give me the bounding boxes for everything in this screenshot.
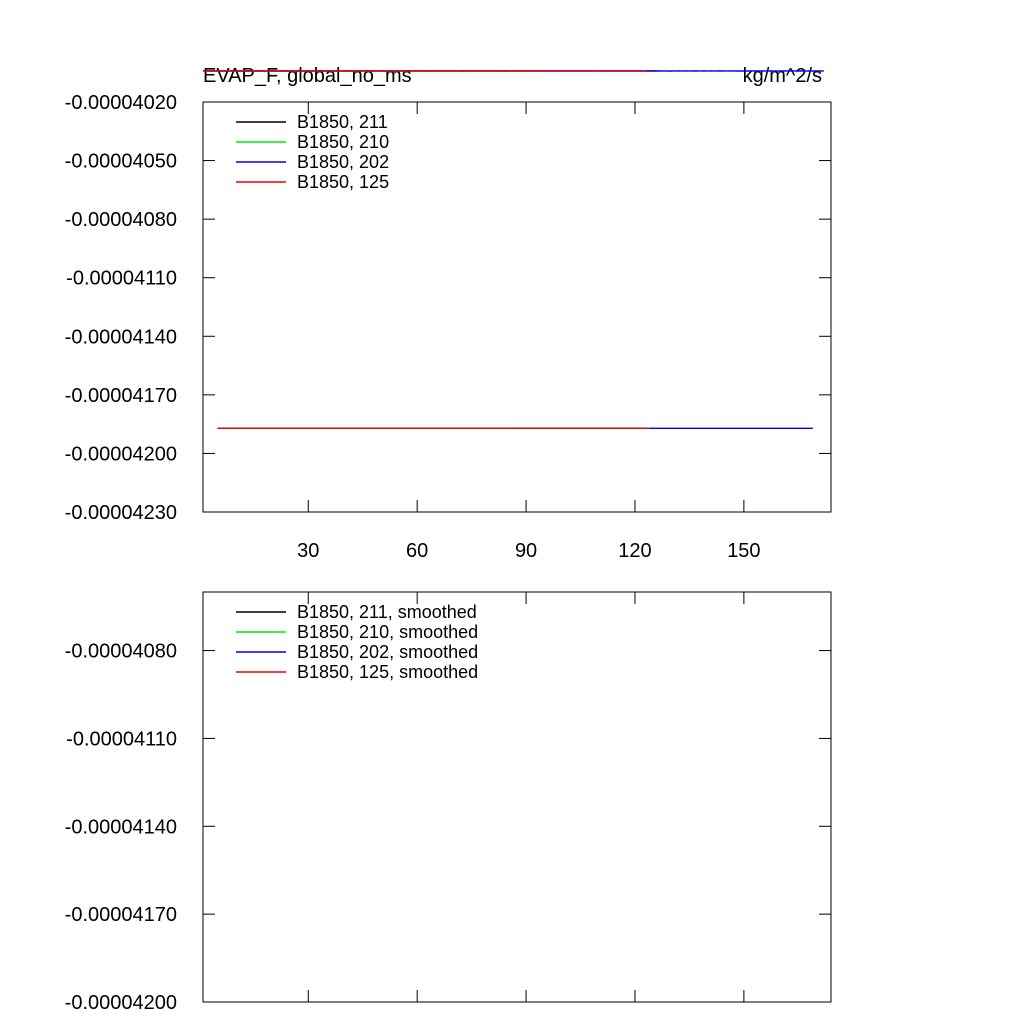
legend-label: B1850, 125 bbox=[297, 172, 389, 192]
y-tick-label: -0.00004140 bbox=[65, 816, 177, 838]
legend-label: B1850, 211, smoothed bbox=[297, 602, 477, 622]
top-chart-units: kg/m^2/s bbox=[743, 65, 822, 87]
legend-label: B1850, 202 bbox=[297, 152, 389, 172]
y-tick-label: -0.00004080 bbox=[65, 209, 177, 231]
x-tick-label: 30 bbox=[297, 540, 319, 562]
y-tick-label: -0.00004110 bbox=[66, 728, 177, 750]
x-tick-label: 60 bbox=[406, 540, 428, 562]
x-tick-label: 150 bbox=[727, 540, 760, 562]
y-tick-label: -0.00004200 bbox=[65, 992, 177, 1014]
bottom-chart-panel: -0.00004080 -0.00004110 -0.00004140 -0.0000… bbox=[65, 427, 832, 1014]
x-tick-label: 90 bbox=[515, 540, 537, 562]
y-tick-label: -0.00004050 bbox=[65, 151, 177, 173]
legend-label: B1850, 211 bbox=[297, 112, 388, 132]
top-chart-title: EVAP_F, global_no_ms bbox=[203, 65, 412, 87]
bottom-plot-frame bbox=[202, 591, 832, 1003]
y-tick-label: -0.00004170 bbox=[65, 904, 177, 926]
legend-label: B1850, 210, smoothed bbox=[297, 622, 478, 642]
bottom-chart-ticks: -0.00004080 -0.00004110 -0.00004140 -0.0000… bbox=[65, 592, 831, 1014]
x-tick-label: 120 bbox=[618, 540, 651, 562]
y-tick-label: -0.00004020 bbox=[65, 92, 177, 114]
top-chart-panel: EVAP_F, global_no_ms kg/m^2/s 30 60 90 120 1… bbox=[65, 65, 832, 562]
y-tick-label: -0.00004110 bbox=[66, 268, 177, 290]
top-chart-ticks: 30 60 90 120 150 -0.00004020 -0.00004050 -0.000… bbox=[65, 92, 831, 562]
legend-label: B1850, 125, smoothed bbox=[297, 662, 478, 682]
legend-label: B1850, 210 bbox=[297, 132, 389, 152]
y-tick-label: -0.00004080 bbox=[65, 641, 177, 663]
y-tick-label: -0.00004170 bbox=[65, 385, 177, 407]
y-tick-label: -0.00004140 bbox=[65, 326, 177, 348]
y-tick-label: -0.00004230 bbox=[65, 502, 177, 524]
legend-label: B1850, 202, smoothed bbox=[297, 642, 478, 662]
top-plot-frame bbox=[202, 101, 832, 513]
y-tick-label: -0.00004200 bbox=[65, 443, 177, 465]
